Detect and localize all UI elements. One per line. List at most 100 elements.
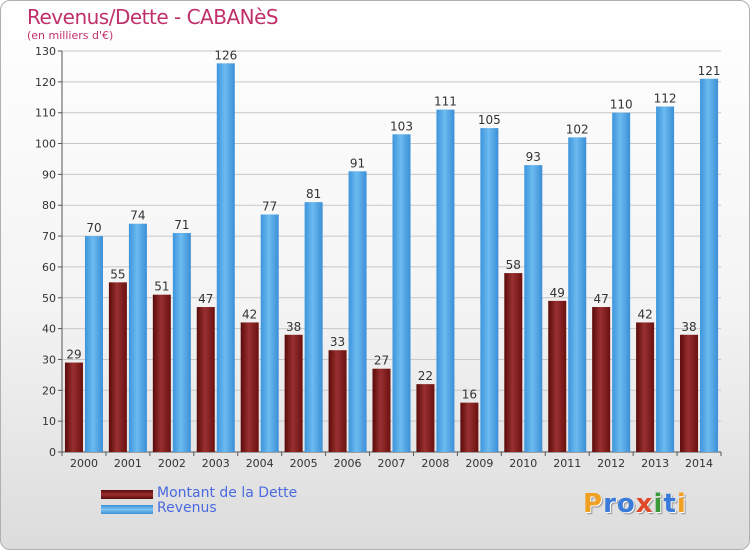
grid-lines [62,50,721,422]
bar-debt-2005 [284,334,303,452]
x-tick-label: 2014 [685,457,713,470]
chart-subtitle: (en milliers d'€) [27,29,114,42]
x-tick-label: 2013 [641,457,669,470]
data-label-revenus-2011: 102 [566,122,589,136]
legend-swatch-revenus [101,505,153,514]
bars [64,63,719,453]
y-tick-label: 30 [42,353,56,366]
logo-letter: i [676,489,687,519]
data-labels: 29 70 55 74 51 71 47 126 42 77 38 81 33 91 27 103 22 111 1… [66,48,720,401]
logo-letter: x [635,489,654,519]
data-label-revenus-2009: 105 [478,113,501,127]
x-tick-label: 2011 [553,457,581,470]
bar-revenus-2009 [480,128,499,452]
logo-letter: r [603,489,617,519]
logo-letter: t [663,489,677,519]
bar-revenus-2011 [568,137,587,452]
x-tick-label: 2012 [597,457,625,470]
data-label-debt-2009: 16 [462,388,477,402]
x-tick-label: 2002 [158,457,186,470]
logo-letter: P [583,489,604,519]
bar-debt-2006 [328,350,347,452]
data-label-debt-2007: 27 [374,354,389,368]
data-label-revenus-2006: 91 [350,156,365,170]
data-label-debt-2014: 38 [681,320,696,334]
data-label-revenus-2001: 74 [130,209,145,223]
data-label-debt-2011: 49 [550,286,565,300]
data-label-debt-2004: 42 [242,307,257,321]
y-tick-label: 110 [35,107,56,120]
legend-label-revenus: Revenus [157,500,217,516]
bar-debt-2014 [680,334,699,452]
bar-revenus-2001 [128,223,147,452]
data-label-revenus-2007: 103 [390,119,413,133]
y-tick-label: 90 [42,168,56,181]
data-label-revenus-2003: 126 [214,48,237,62]
x-tick-label: 2007 [378,457,406,470]
data-label-debt-2002: 51 [154,280,169,294]
bar-debt-2012 [592,307,611,452]
axes: 0 10 20 30 40 50 60 70 80 90 100 110 120 130 2000 2001 2… [35,45,722,470]
bar-revenus-2000 [84,236,103,452]
y-tick-label: 40 [42,323,56,336]
y-tick-label: 130 [35,45,56,58]
bar-revenus-2004 [260,214,279,452]
data-label-debt-2013: 42 [637,307,652,321]
x-tick-label: 2006 [334,457,362,470]
bar-debt-2002 [152,294,171,452]
bar-debt-2001 [108,282,127,452]
bar-debt-2007 [372,368,391,452]
data-label-revenus-2012: 110 [610,98,633,112]
bar-revenus-2006 [348,171,367,453]
chart-title: Revenus/Dette - CABANèS [27,5,279,29]
data-label-revenus-2002: 71 [174,218,189,232]
bar-revenus-2008 [436,109,455,452]
bar-debt-2009 [460,402,479,452]
bar-revenus-2007 [392,134,411,453]
x-tick-label: 2000 [70,457,98,470]
data-label-debt-2010: 58 [506,258,521,272]
legend-swatch-debt [101,490,153,499]
data-label-debt-2006: 33 [330,335,345,349]
data-label-revenus-2005: 81 [306,187,321,201]
bar-debt-2011 [548,300,567,452]
y-tick-label: 60 [42,261,56,274]
x-tick-label: 2008 [421,457,449,470]
y-tick-label: 10 [42,415,56,428]
data-label-debt-2000: 29 [66,348,81,362]
x-tick-label: 2009 [465,457,493,470]
bar-debt-2000 [64,362,83,452]
data-label-debt-2012: 47 [594,292,609,306]
y-tick-label: 80 [42,199,56,212]
data-label-debt-2003: 47 [198,292,213,306]
data-label-revenus-2010: 93 [526,150,541,164]
data-label-debt-2005: 38 [286,320,301,334]
logo-letter: o [616,489,636,519]
bar-revenus-2005 [304,202,323,452]
y-tick-label: 50 [42,292,56,305]
y-tick-label: 0 [49,446,56,459]
bar-debt-2008 [416,384,435,452]
y-tick-label: 100 [35,138,56,151]
x-tick-label: 2004 [246,457,274,470]
bar-revenus-2014 [700,78,719,452]
bar-revenus-2003 [216,63,235,452]
y-tick-label: 20 [42,384,56,397]
data-label-revenus-2000: 70 [86,221,101,235]
bar-debt-2003 [196,307,215,452]
x-tick-label: 2003 [202,457,230,470]
data-label-debt-2001: 55 [110,267,125,281]
bar-debt-2013 [636,322,655,452]
bar-revenus-2012 [612,112,631,452]
y-tick-label: 120 [35,76,56,89]
x-tick-label: 2010 [509,457,537,470]
bar-debt-2010 [504,273,523,452]
data-label-revenus-2014: 121 [698,64,721,78]
x-tick-label: 2001 [114,457,142,470]
data-label-revenus-2004: 77 [262,199,277,213]
logo-letter: i [653,489,664,519]
bar-revenus-2010 [524,165,543,452]
proxiti-logo: Proxiti [583,489,687,519]
